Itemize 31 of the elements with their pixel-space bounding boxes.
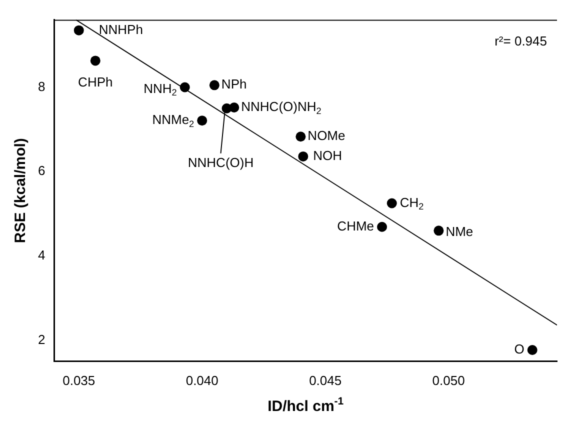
annotation: NMe — [446, 224, 474, 240]
x-tick-label: 0.045 — [309, 372, 342, 388]
x-tick-label: 0.040 — [186, 372, 218, 388]
annotation: NOH — [313, 148, 342, 164]
point — [197, 116, 208, 126]
y-tick-label: 2 — [38, 332, 46, 347]
point — [296, 132, 306, 142]
annotation: r²= 0.945 — [494, 33, 548, 48]
point — [209, 80, 220, 90]
point — [74, 25, 84, 36]
x-tick-label: 0.035 — [62, 372, 96, 388]
annotation: NNHC(O)H — [188, 154, 254, 170]
point — [90, 56, 100, 66]
point — [298, 151, 308, 162]
point — [434, 226, 444, 236]
point — [386, 198, 397, 208]
annotation: NPh — [221, 76, 247, 92]
y-tick-label: 6 — [38, 163, 46, 178]
annotation: CHPh — [78, 74, 113, 90]
point — [229, 102, 240, 113]
point — [377, 222, 388, 232]
y-axis-title: RSE (kcal/mol) — [12, 138, 30, 244]
annotation: O — [514, 342, 524, 357]
annotation: CHMe — [337, 218, 374, 234]
y-tick-label: 4 — [38, 248, 46, 263]
point — [180, 82, 190, 92]
x-tick-label: 0.050 — [432, 372, 465, 388]
annotation: NNHPh — [98, 22, 143, 37]
y-tick-label: 8 — [38, 78, 46, 94]
point — [527, 345, 538, 356]
annotation: NOMe — [308, 128, 346, 144]
